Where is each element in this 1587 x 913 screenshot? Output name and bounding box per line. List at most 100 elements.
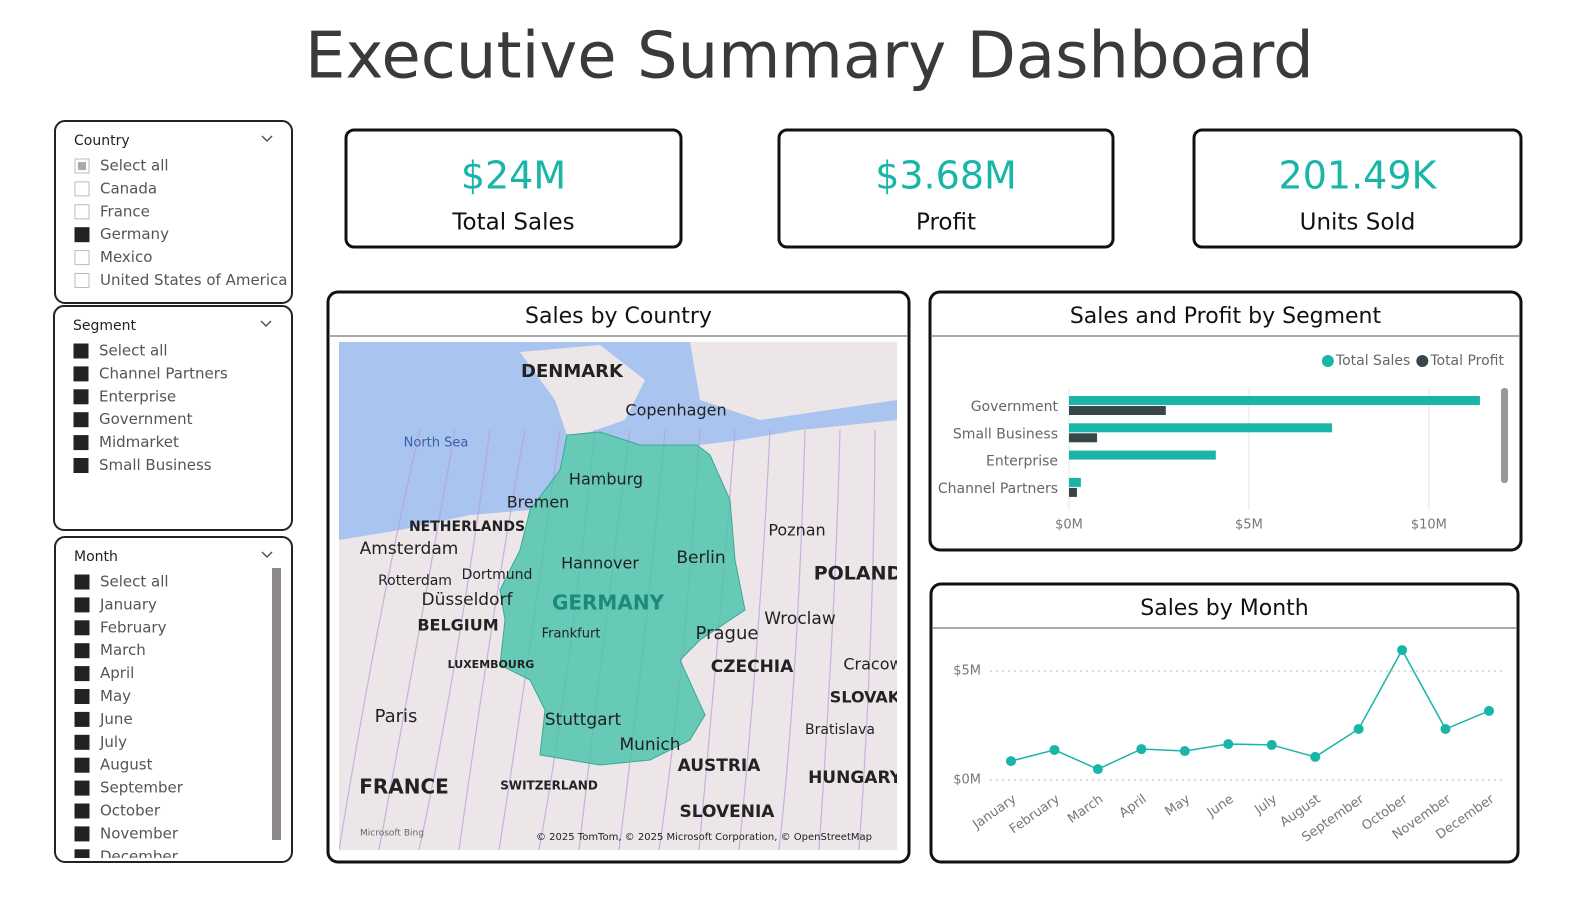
slicer-item[interactable]: May xyxy=(100,687,131,705)
slicer-chevron[interactable] xyxy=(261,551,273,559)
map-label: Cracow xyxy=(843,655,902,674)
slicer-item[interactable]: Select all xyxy=(100,573,169,591)
point xyxy=(1484,705,1494,716)
checkbox[interactable] xyxy=(74,250,90,266)
checkbox[interactable] xyxy=(74,666,90,682)
kpi-value: 201.49K xyxy=(1279,154,1438,198)
checkbox[interactable] xyxy=(74,574,90,590)
slicer-items: Select all Canada France Germany Mexico Unite… xyxy=(74,157,287,289)
slicer-item[interactable]: October xyxy=(100,802,161,820)
checkbox[interactable] xyxy=(74,711,90,727)
point xyxy=(1049,744,1060,755)
checkbox[interactable] xyxy=(73,412,89,428)
map-label: North Sea xyxy=(404,436,469,451)
kpi-label: Total Sales xyxy=(451,210,574,236)
map-germany[interactable] xyxy=(499,431,746,766)
checkbox[interactable] xyxy=(74,620,90,636)
map-label: AUSTRIA xyxy=(678,756,762,776)
map-road xyxy=(778,429,806,850)
point xyxy=(1006,756,1016,767)
checkbox[interactable] xyxy=(74,780,90,796)
slicer-item[interactable]: Select all xyxy=(99,342,168,360)
x-tick-label: $5M xyxy=(1235,518,1263,533)
map-label: Bratislava xyxy=(805,722,875,738)
checkbox[interactable] xyxy=(74,826,90,842)
checkbox[interactable] xyxy=(74,689,90,704)
bar xyxy=(1069,406,1166,415)
checkbox[interactable] xyxy=(74,734,90,750)
slicer-item[interactable]: June xyxy=(99,710,133,728)
map-logo: Microsoft Bing xyxy=(360,829,424,839)
checkbox[interactable] xyxy=(73,389,89,405)
checkbox-partial xyxy=(78,162,86,170)
checkbox[interactable] xyxy=(73,435,89,451)
checkbox[interactable] xyxy=(74,803,90,819)
slicer-item[interactable]: July xyxy=(99,733,127,751)
bar xyxy=(1069,423,1333,433)
kpi-label: Profit xyxy=(916,210,976,236)
slicer-chevron[interactable] xyxy=(261,135,273,143)
checkbox[interactable] xyxy=(74,597,90,613)
slicer-item[interactable]: September xyxy=(100,779,184,797)
scrollbar[interactable] xyxy=(1501,388,1508,483)
checkbox[interactable] xyxy=(74,757,90,773)
checkbox[interactable] xyxy=(74,273,90,288)
bar xyxy=(1069,433,1098,443)
checkbox[interactable] xyxy=(74,227,90,243)
category-label: Channel Partners xyxy=(938,481,1058,497)
slicer-item[interactable]: November xyxy=(100,824,179,842)
checkbox[interactable] xyxy=(73,366,89,382)
map-label: Stuttgart xyxy=(545,710,622,730)
slicer-items: Select all Channel Partners Enterprise Gove… xyxy=(73,342,228,474)
checkbox[interactable] xyxy=(74,204,90,220)
bar xyxy=(1069,450,1216,460)
slicer-item[interactable]: United States of America xyxy=(100,271,287,289)
checkbox[interactable] xyxy=(74,181,90,197)
map-label: FRANCE xyxy=(359,775,449,799)
map-label: SWITZERLAND xyxy=(500,779,598,793)
map-label: Frankfurt xyxy=(542,627,601,642)
scrollbar[interactable] xyxy=(272,568,281,840)
slicer-item[interactable]: January xyxy=(99,595,157,613)
line xyxy=(1010,648,1490,770)
slicer-item[interactable]: February xyxy=(100,618,167,636)
slicer-item[interactable]: April xyxy=(100,664,134,682)
map-label: Bremen xyxy=(507,493,570,512)
checkbox[interactable] xyxy=(74,643,90,659)
slicer-item[interactable]: Small Business xyxy=(99,456,212,474)
visual-title: Sales and Profit by Segment xyxy=(1070,304,1382,329)
visual-title: Sales by Month xyxy=(1140,596,1308,621)
y-tick-label: $5M xyxy=(953,664,981,679)
slicer-item[interactable]: August xyxy=(100,756,153,774)
map-label: Düsseldorf xyxy=(422,590,514,610)
map-label: Prague xyxy=(696,623,759,644)
slicer-item[interactable]: March xyxy=(100,641,146,659)
slicer-item[interactable]: Select all xyxy=(100,157,169,175)
map-label: BELGIUM xyxy=(417,616,498,635)
legend-marker xyxy=(1321,355,1334,367)
map-road xyxy=(378,429,456,850)
slicer-item[interactable]: Government xyxy=(99,410,193,428)
slicer-item[interactable]: December xyxy=(100,847,179,865)
slicer-title: Month xyxy=(74,549,118,565)
kpi-card xyxy=(1192,128,1523,249)
map-attribution: © 2025 TomTom, © 2025 Microsoft Corporat… xyxy=(536,832,872,843)
kpi-card xyxy=(344,128,683,249)
map-label: DENMARK xyxy=(521,361,624,382)
point xyxy=(1092,764,1103,775)
slicer-item[interactable]: Mexico xyxy=(100,248,152,266)
slicer-item[interactable]: Canada xyxy=(100,179,157,197)
slicer-item[interactable]: France xyxy=(100,202,150,220)
checkbox[interactable] xyxy=(74,849,90,864)
point xyxy=(1440,724,1451,735)
map-label: NETHERLANDS xyxy=(409,519,525,535)
slicer-item[interactable]: Channel Partners xyxy=(99,364,228,382)
slicer-item[interactable]: Germany xyxy=(100,225,169,243)
slicer-item[interactable]: Enterprise xyxy=(99,387,176,405)
checkbox[interactable] xyxy=(73,458,89,473)
slicer-chevron[interactable] xyxy=(260,320,272,328)
slicer-item[interactable]: Midmarket xyxy=(99,433,179,451)
checkbox[interactable] xyxy=(73,343,89,359)
point xyxy=(1223,739,1234,750)
